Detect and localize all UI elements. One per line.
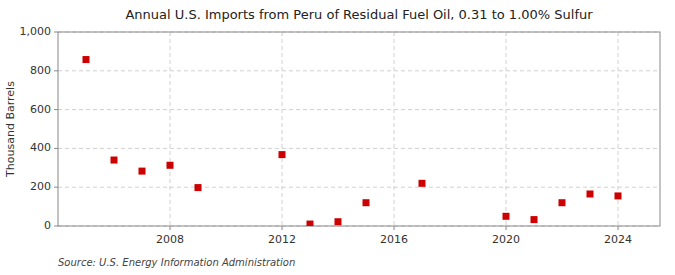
point [83,56,90,63]
point [279,151,286,158]
x-tick-label: 2020 [492,233,520,246]
x-grid-line [394,32,395,226]
point [531,216,538,223]
y-axis-label: Thousand Barrels [4,81,17,178]
point [335,218,342,225]
x-grid-line [170,32,171,226]
y-grid-line [58,70,660,71]
point [503,213,510,220]
x-tick [170,226,171,230]
y-tick-label: 0 [44,219,51,232]
point [111,157,118,164]
points [83,56,622,226]
source-note: Source: U.S. Energy Information Administ… [58,257,295,268]
x-tick [506,226,507,230]
title: Annual U.S. Imports from Peru of Residua… [125,7,593,22]
y-tick-label: 400 [30,141,51,154]
y-grid-line [58,148,660,149]
point [419,180,426,187]
y-tick-label: 800 [30,64,51,77]
y-tick-label: 200 [30,180,51,193]
grid [58,32,660,226]
point [615,192,622,199]
point [363,199,370,206]
x-grid-line [282,32,283,226]
y-tick [54,148,58,149]
y-tick [54,109,58,110]
y-tick [54,32,58,33]
x-tick-label: 2016 [380,233,408,246]
y-tick [54,226,58,227]
x-tick-label: 2008 [156,233,184,246]
point [559,199,566,206]
y-tick-label: 600 [30,103,51,116]
y-grid-line [58,187,660,188]
tick-labels: 0 200 400 600 800 1,000 2008 2012 2016 2020 2024 [20,25,633,246]
point [139,168,146,175]
chart-svg: 0 200 400 600 800 1,000 2008 2012 2016 2020 2024 An… [0,0,675,275]
y-tick [54,70,58,71]
point [307,221,314,226]
x-tick [282,226,283,230]
point [195,184,202,191]
chart-container: 0 200 400 600 800 1,000 2008 2012 2016 2020 2024 An… [0,0,675,275]
point [167,162,174,169]
plot-frame [58,32,660,226]
x-tick-label: 2012 [268,233,296,246]
y-tick [54,187,58,188]
x-tick-label: 2024 [604,233,632,246]
x-tick [618,226,619,230]
x-grid-line [506,32,507,226]
y-tick-label: 1,000 [20,25,52,38]
y-grid-line [58,109,660,110]
x-tick [394,226,395,230]
point [587,190,594,197]
